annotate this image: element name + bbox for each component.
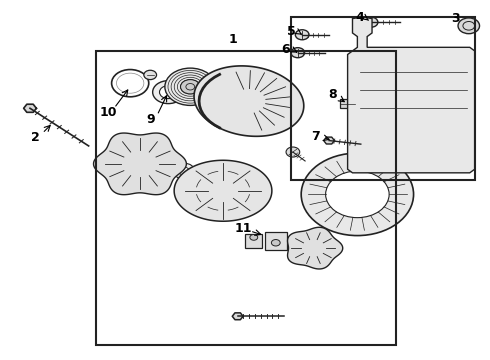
Text: 8: 8 bbox=[329, 88, 337, 101]
Text: 11: 11 bbox=[234, 221, 252, 235]
Bar bbox=[292, 17, 475, 180]
Circle shape bbox=[159, 86, 177, 99]
Text: 10: 10 bbox=[99, 106, 117, 119]
Bar bbox=[340, 99, 355, 108]
Polygon shape bbox=[174, 160, 272, 221]
Circle shape bbox=[263, 100, 291, 120]
Circle shape bbox=[463, 54, 472, 62]
Circle shape bbox=[301, 239, 326, 257]
Circle shape bbox=[144, 70, 157, 80]
Circle shape bbox=[153, 81, 184, 104]
Circle shape bbox=[122, 150, 159, 177]
Polygon shape bbox=[24, 104, 36, 112]
Circle shape bbox=[355, 140, 365, 148]
Circle shape bbox=[364, 17, 378, 27]
Text: 3: 3 bbox=[451, 12, 460, 25]
Circle shape bbox=[232, 89, 266, 114]
Text: 7: 7 bbox=[311, 130, 320, 143]
Text: 4: 4 bbox=[355, 12, 364, 24]
Circle shape bbox=[270, 105, 284, 115]
Circle shape bbox=[271, 239, 280, 246]
Circle shape bbox=[165, 68, 216, 105]
Circle shape bbox=[463, 157, 472, 164]
Circle shape bbox=[250, 234, 258, 240]
Text: 6: 6 bbox=[282, 43, 291, 56]
Polygon shape bbox=[324, 137, 334, 144]
Circle shape bbox=[173, 163, 195, 179]
Circle shape bbox=[291, 48, 305, 58]
Circle shape bbox=[326, 171, 389, 218]
Circle shape bbox=[301, 153, 414, 235]
Bar bbox=[96, 51, 396, 345]
Circle shape bbox=[286, 147, 300, 157]
Bar bbox=[265, 232, 287, 250]
Bar bbox=[245, 234, 262, 248]
Text: 9: 9 bbox=[147, 113, 155, 126]
Polygon shape bbox=[288, 227, 343, 269]
Polygon shape bbox=[94, 133, 186, 195]
Circle shape bbox=[180, 80, 200, 94]
Text: 5: 5 bbox=[287, 26, 295, 39]
Text: 2: 2 bbox=[31, 131, 40, 144]
Polygon shape bbox=[347, 17, 475, 173]
Polygon shape bbox=[194, 66, 304, 136]
Circle shape bbox=[354, 156, 366, 165]
Circle shape bbox=[458, 18, 480, 34]
Polygon shape bbox=[232, 313, 243, 320]
Circle shape bbox=[208, 180, 238, 202]
Text: 1: 1 bbox=[228, 32, 237, 46]
Circle shape bbox=[178, 167, 189, 175]
Circle shape bbox=[295, 30, 309, 40]
